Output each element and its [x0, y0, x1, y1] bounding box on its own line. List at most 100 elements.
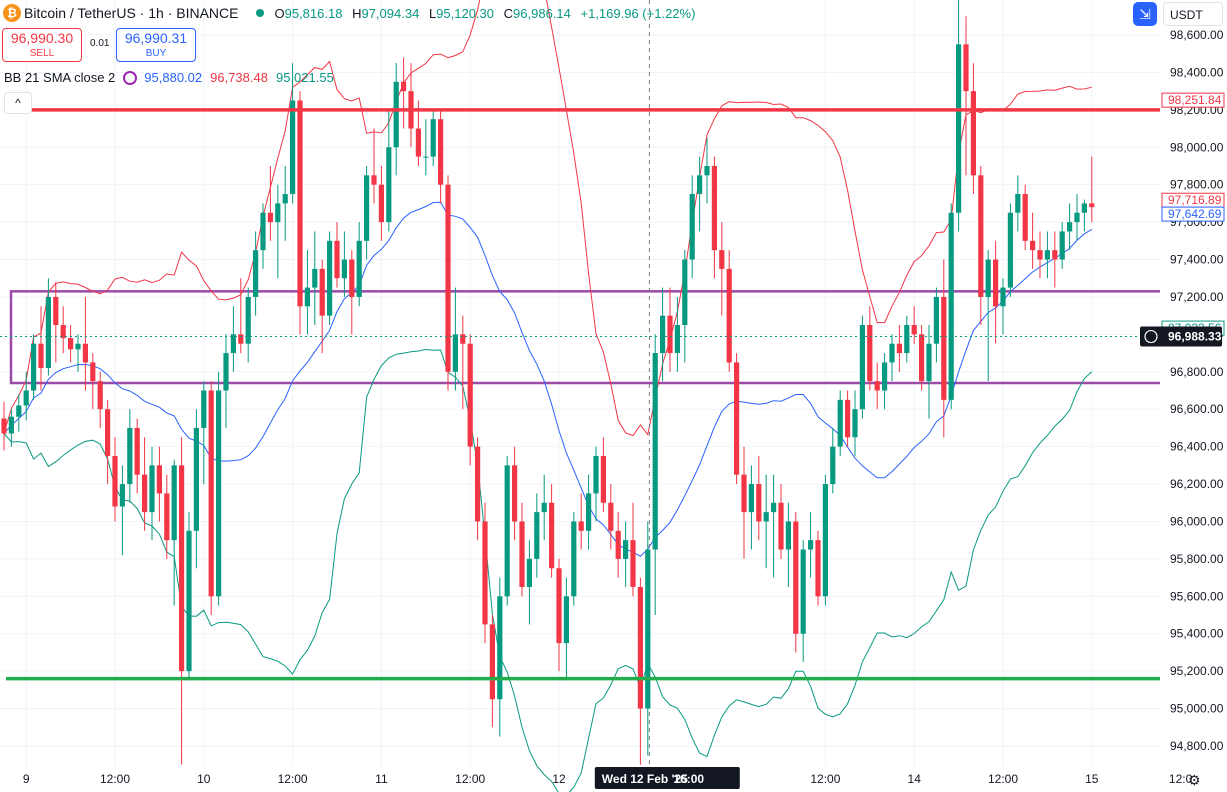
candle — [105, 399, 111, 485]
candle-body — [82, 343, 88, 363]
low-label: L — [428, 5, 437, 21]
candle — [837, 390, 843, 456]
candle — [82, 296, 88, 391]
candle-body — [356, 240, 362, 297]
low-value: 95,120.30 — [436, 5, 495, 21]
candle-body — [504, 465, 510, 597]
candle-body — [364, 175, 370, 241]
close-label: C — [503, 5, 514, 21]
candle — [38, 306, 44, 391]
candle — [1059, 222, 1065, 269]
candle-body — [726, 268, 732, 363]
candle — [800, 540, 806, 662]
sell-button[interactable]: 96,990.30 SELL — [2, 28, 82, 62]
candle — [401, 57, 407, 129]
candle-body — [23, 390, 29, 406]
candle-body — [482, 521, 488, 625]
candle-body — [822, 484, 828, 597]
candle-body — [578, 521, 584, 531]
candle — [164, 474, 170, 559]
candle-body — [889, 343, 895, 363]
candle-body — [386, 147, 392, 223]
y-tick-label: 94,800.00 — [1170, 739, 1224, 753]
candle-body — [778, 502, 784, 550]
candle-body — [1000, 287, 1006, 307]
auto-scale-icon[interactable]: ⇲ — [1133, 2, 1157, 26]
candle-body — [1052, 250, 1058, 260]
candle — [438, 109, 444, 204]
candle-body — [208, 390, 214, 597]
sell-price: 96,990.30 — [10, 30, 74, 46]
x-tick-label: 12:00 — [988, 772, 1018, 786]
candle — [230, 306, 236, 372]
candle — [808, 512, 814, 578]
x-tick-label: 12:00 — [455, 772, 485, 786]
candle-body — [593, 455, 599, 494]
candle — [290, 63, 296, 204]
candle-body — [660, 315, 666, 354]
candle — [1022, 184, 1028, 251]
candle — [785, 502, 791, 587]
y-tick-label: 95,000.00 — [1170, 702, 1224, 716]
high-value: 97,094.34 — [361, 5, 420, 21]
candle-body — [497, 596, 503, 700]
candle-body — [1089, 203, 1095, 208]
buy-button[interactable]: 96,990.31 BUY — [116, 28, 196, 62]
candle-body — [1059, 231, 1065, 260]
candle-body — [164, 493, 170, 541]
candle — [1015, 175, 1021, 232]
candle-body — [667, 315, 673, 354]
candle-body — [1037, 250, 1043, 260]
y-tick-label: 95,200.00 — [1170, 664, 1224, 678]
y-tick-label: 96,200.00 — [1170, 477, 1224, 491]
y-tick-label: 97,800.00 — [1170, 178, 1224, 192]
candle — [253, 231, 259, 316]
x-tick-label: 12:00 — [100, 772, 130, 786]
candle-body — [926, 343, 932, 382]
candle-body — [652, 353, 658, 550]
indicator-legend[interactable]: BB 21 SMA close 2 95,880.02 96,738.48 95… — [4, 70, 334, 85]
symbol-title[interactable]: Bitcoin / TetherUS · 1h · BINANCE — [24, 5, 239, 21]
candle — [1000, 278, 1006, 335]
candle-body — [808, 540, 814, 550]
candle-body — [230, 334, 236, 354]
candle-body — [1007, 212, 1013, 288]
price-tag — [1140, 326, 1222, 347]
candle — [134, 418, 140, 494]
candle-body — [334, 240, 340, 279]
candle — [8, 409, 14, 447]
candle-body — [179, 465, 185, 672]
candle-body — [312, 268, 318, 288]
candle-body — [941, 296, 947, 400]
candle-body — [171, 465, 177, 541]
candle — [356, 222, 362, 307]
candle — [1030, 212, 1036, 269]
indicator-loading-icon — [123, 70, 138, 85]
currency-select[interactable]: USDT — [1163, 2, 1223, 26]
candle-body — [534, 512, 540, 559]
candle-body — [97, 381, 103, 410]
candle — [378, 165, 384, 241]
candle-body — [1067, 222, 1073, 232]
chart-settings-icon[interactable]: ⚙ — [1188, 772, 1201, 788]
candle — [393, 63, 399, 176]
candle — [312, 231, 318, 326]
x-tick-label: 12 — [552, 772, 566, 786]
candle-body — [327, 240, 333, 316]
candle-body — [245, 296, 251, 344]
candle — [726, 250, 732, 372]
candle-body — [541, 502, 547, 513]
candle-body — [963, 44, 969, 92]
collapse-legend-button[interactable]: ^ — [4, 92, 32, 114]
candle — [704, 137, 710, 204]
candle-body — [75, 343, 81, 350]
candle-body — [985, 259, 991, 297]
candle-body — [911, 325, 917, 335]
candle-body — [785, 521, 791, 550]
candle-body — [60, 325, 66, 339]
candle — [904, 315, 910, 363]
candle — [645, 521, 651, 756]
candle — [948, 203, 954, 410]
candle — [349, 250, 355, 335]
